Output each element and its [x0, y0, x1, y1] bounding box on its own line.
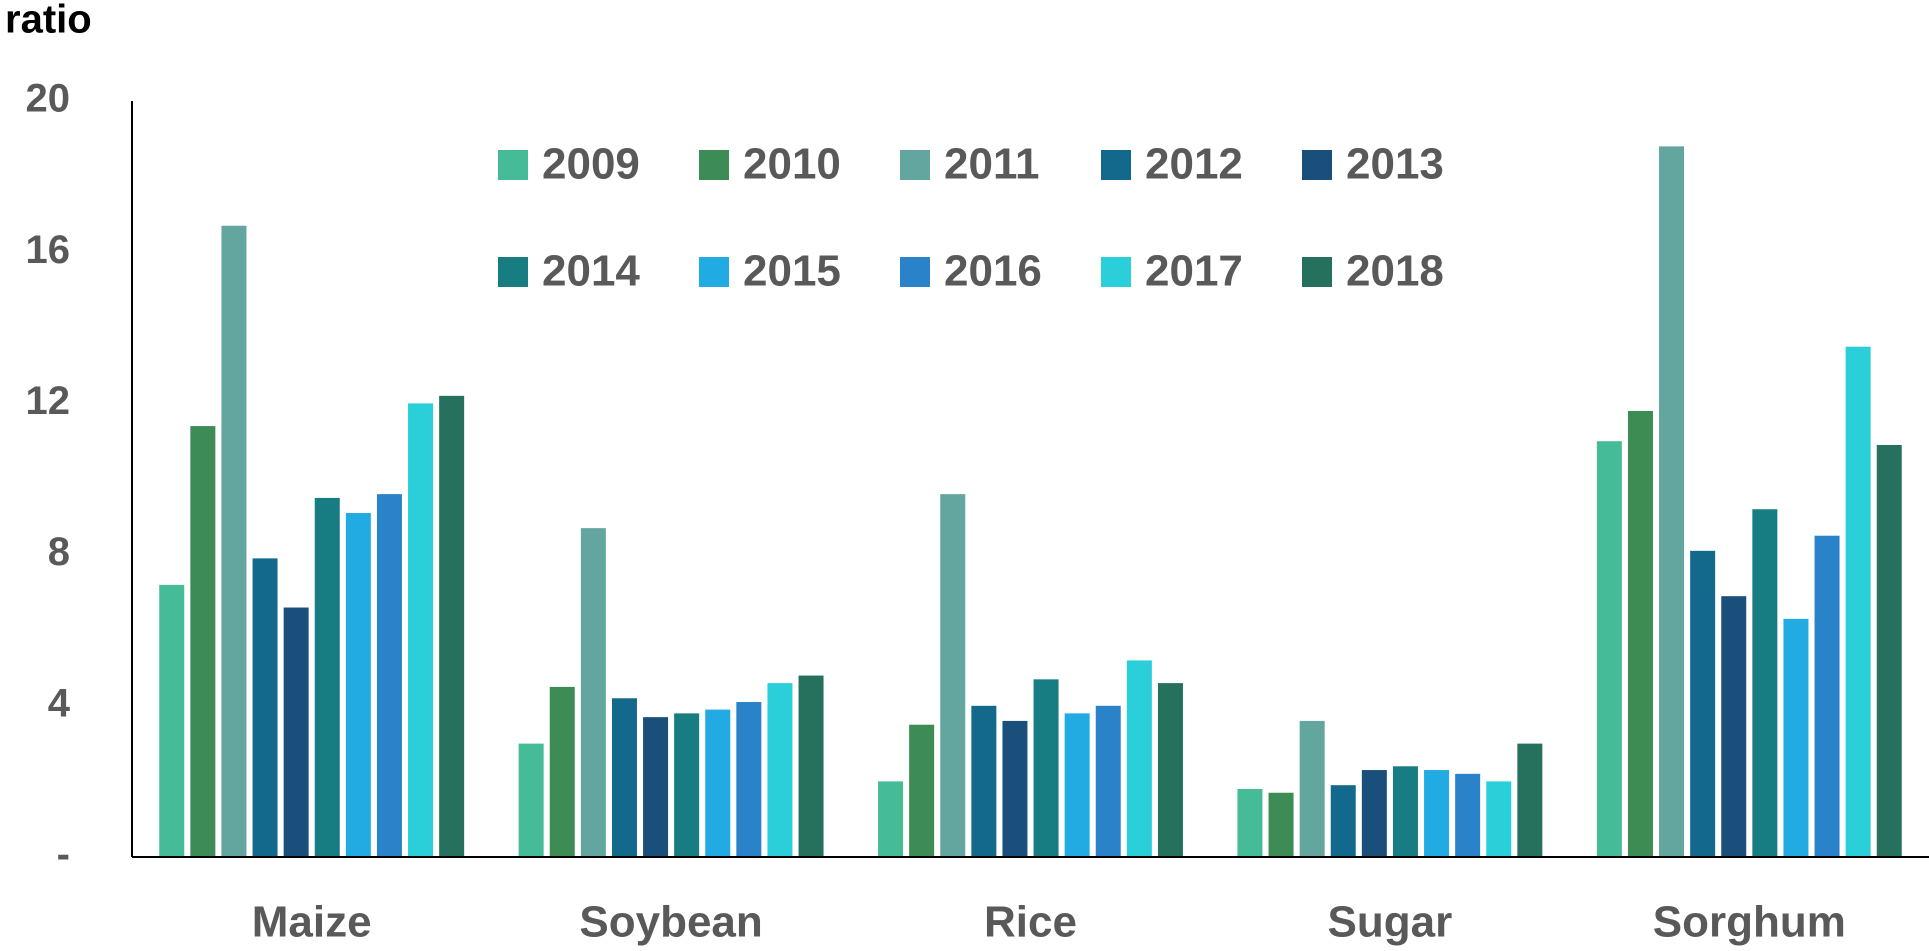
bar	[1002, 720, 1028, 857]
bar	[314, 497, 340, 857]
bar	[1455, 773, 1481, 857]
legend-swatch	[1101, 150, 1131, 180]
bar	[611, 698, 637, 857]
bar	[549, 686, 575, 857]
legend-label: 2012	[1145, 140, 1243, 189]
legend-label: 2009	[542, 140, 640, 189]
bar	[971, 705, 997, 857]
legend-label: 2014	[542, 247, 640, 296]
bar	[408, 403, 434, 857]
x-tick-label: Sorghum	[1653, 898, 1846, 947]
bar	[439, 395, 465, 857]
bar	[1237, 788, 1263, 857]
y-axis-label: ratio	[5, 0, 92, 42]
bar	[705, 709, 731, 857]
bar	[1033, 679, 1059, 857]
bar	[1157, 683, 1183, 857]
bar	[1424, 770, 1450, 857]
bar	[1330, 785, 1356, 857]
bar	[159, 584, 185, 857]
bar	[1752, 509, 1778, 857]
legend-label: 2011	[944, 140, 1039, 189]
legend-label: 2017	[1145, 247, 1243, 296]
x-tick-label: Soybean	[579, 898, 762, 947]
x-tick-label: Rice	[984, 898, 1077, 947]
bar	[798, 675, 824, 857]
legend-label: 2015	[743, 247, 841, 296]
bar	[1814, 535, 1840, 857]
bar	[221, 225, 247, 858]
x-tick-label: Maize	[252, 898, 372, 947]
y-tick-label: 4	[48, 681, 71, 725]
bar	[1596, 441, 1622, 857]
bar	[1659, 146, 1685, 858]
bar	[1517, 743, 1543, 857]
bar	[1095, 705, 1121, 857]
legend-label: 2016	[944, 247, 1042, 296]
bar	[940, 494, 966, 857]
bar	[767, 683, 793, 857]
bar	[643, 717, 669, 857]
legend-swatch	[699, 257, 729, 287]
bar	[1627, 410, 1653, 857]
legend-swatch	[1101, 257, 1131, 287]
legend-swatch	[498, 150, 528, 180]
legend-label: 2018	[1346, 247, 1444, 296]
bar	[736, 702, 762, 857]
bar	[376, 494, 402, 857]
y-tick-label: 12	[26, 379, 71, 423]
bar	[1876, 444, 1902, 857]
bar	[1299, 720, 1325, 857]
bar	[345, 513, 371, 857]
x-tick-label: Sugar	[1328, 898, 1453, 947]
legend-swatch	[1302, 257, 1332, 287]
bar	[580, 528, 606, 857]
bar	[1392, 766, 1418, 857]
bar	[1361, 770, 1387, 857]
bar	[878, 781, 904, 857]
legend-label: 2013	[1346, 140, 1444, 189]
bar	[1783, 618, 1809, 857]
bar	[1064, 713, 1090, 857]
legend-label: 2010	[743, 140, 841, 189]
y-tick-label: 8	[48, 530, 70, 574]
legend-swatch	[699, 150, 729, 180]
bar	[252, 558, 278, 857]
bar	[283, 607, 309, 857]
y-tick-label: -	[57, 833, 70, 877]
legend-swatch	[1302, 150, 1332, 180]
y-tick-label: 20	[26, 77, 71, 121]
bar	[518, 743, 544, 857]
bar	[1126, 660, 1152, 857]
bar	[909, 724, 935, 857]
bar	[1690, 550, 1716, 857]
y-tick-label: 16	[26, 228, 71, 272]
bar	[1845, 346, 1871, 857]
bar	[1268, 792, 1294, 857]
legend-swatch	[498, 257, 528, 287]
legend-swatch	[900, 257, 930, 287]
bar	[674, 713, 700, 857]
legend-swatch	[900, 150, 930, 180]
bar	[1486, 781, 1512, 857]
bar	[1721, 596, 1747, 857]
bar	[190, 426, 216, 857]
